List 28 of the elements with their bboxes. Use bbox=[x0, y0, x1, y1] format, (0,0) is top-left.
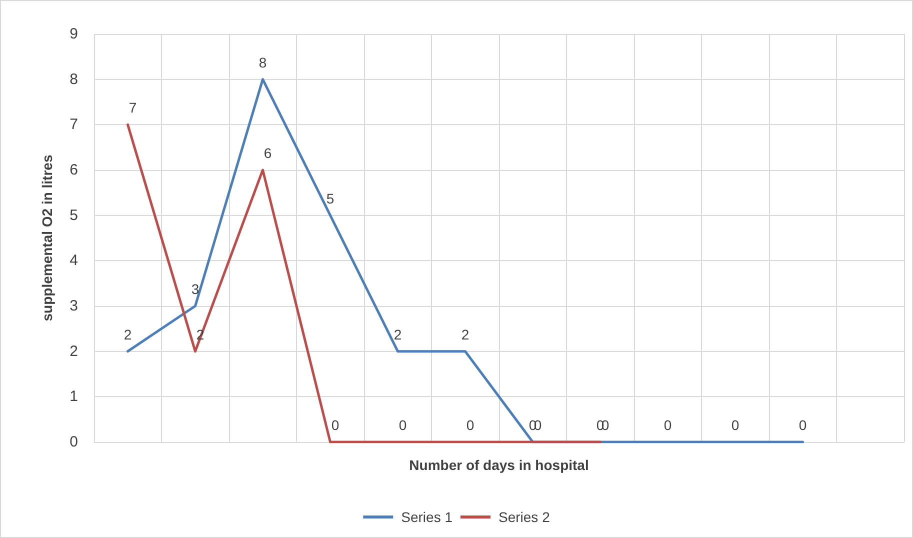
y-tick-label: 3 bbox=[70, 298, 78, 314]
data-label: 2 bbox=[124, 326, 132, 342]
y-tick-label: 9 bbox=[70, 26, 78, 42]
data-label: 0 bbox=[331, 417, 340, 433]
y-tick-label: 0 bbox=[70, 434, 78, 450]
data-label: 3 bbox=[191, 281, 200, 297]
data-label: 2 bbox=[461, 326, 470, 342]
y-axis-title: supplemental O2 in litres bbox=[39, 154, 55, 322]
x-axis-title: Number of days in hospital bbox=[409, 457, 589, 473]
y-tick-label: 8 bbox=[70, 70, 78, 88]
y-tick-label: 1 bbox=[70, 388, 78, 406]
data-label: 7 bbox=[128, 100, 137, 116]
data-label: 0 bbox=[798, 417, 807, 433]
legend-label: Series 1 bbox=[401, 509, 453, 525]
data-label: 0 bbox=[466, 417, 474, 433]
data-label: 2 bbox=[394, 326, 402, 342]
y-tick-label: 6 bbox=[70, 162, 78, 178]
legend-label: Series 2 bbox=[498, 509, 550, 525]
data-label: 0 bbox=[398, 417, 407, 433]
data-label: 0 bbox=[731, 417, 740, 433]
y-tick-label: 5 bbox=[70, 206, 78, 224]
data-label: 8 bbox=[258, 54, 267, 70]
y-tick-label: 7 bbox=[70, 116, 78, 134]
data-label: 6 bbox=[264, 145, 272, 161]
y-tick-label: 2 bbox=[70, 342, 78, 360]
data-label: 0 bbox=[664, 417, 672, 433]
y-tick-label: 4 bbox=[70, 252, 78, 270]
data-label: 5 bbox=[326, 190, 334, 206]
